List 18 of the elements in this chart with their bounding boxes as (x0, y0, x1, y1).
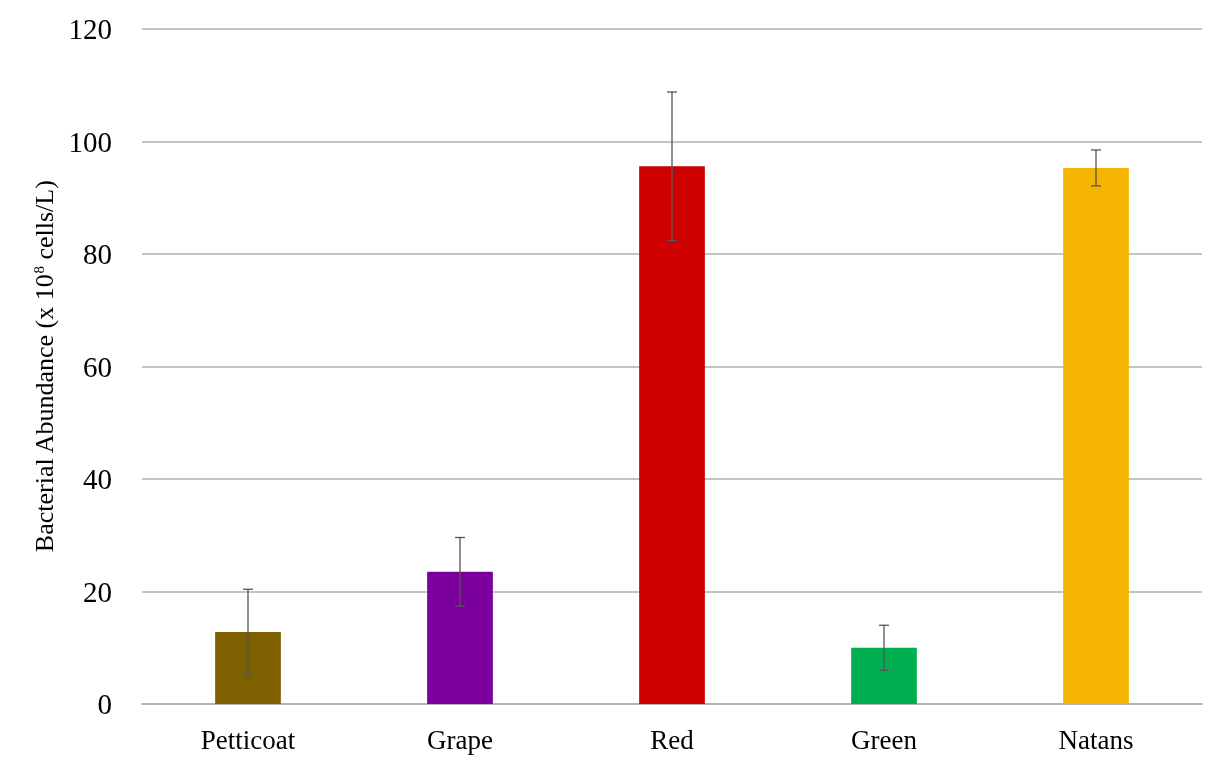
y-tick-label: 0 (97, 688, 112, 720)
x-tick-label: Green (851, 724, 918, 755)
bar (851, 647, 917, 704)
bar (1063, 167, 1129, 704)
bar (215, 632, 281, 704)
bar (639, 166, 705, 704)
y-tick-label: 40 (83, 463, 112, 495)
y-tick-label: 120 (68, 13, 112, 45)
x-tick-label: Petticoat (200, 724, 296, 755)
x-tick-label: Natans (1058, 724, 1134, 755)
x-tick-label: Red (650, 724, 695, 755)
bar (427, 571, 493, 704)
y-tick-label: 60 (83, 350, 112, 383)
x-tick-label: Grape (427, 724, 493, 755)
y-tick-label: 100 (68, 125, 112, 158)
y-axis-title: Bacterial Abundance (x 108 cells/L) (30, 180, 60, 553)
y-tick-label: 20 (83, 575, 112, 608)
y-tick-label: 80 (83, 238, 112, 270)
